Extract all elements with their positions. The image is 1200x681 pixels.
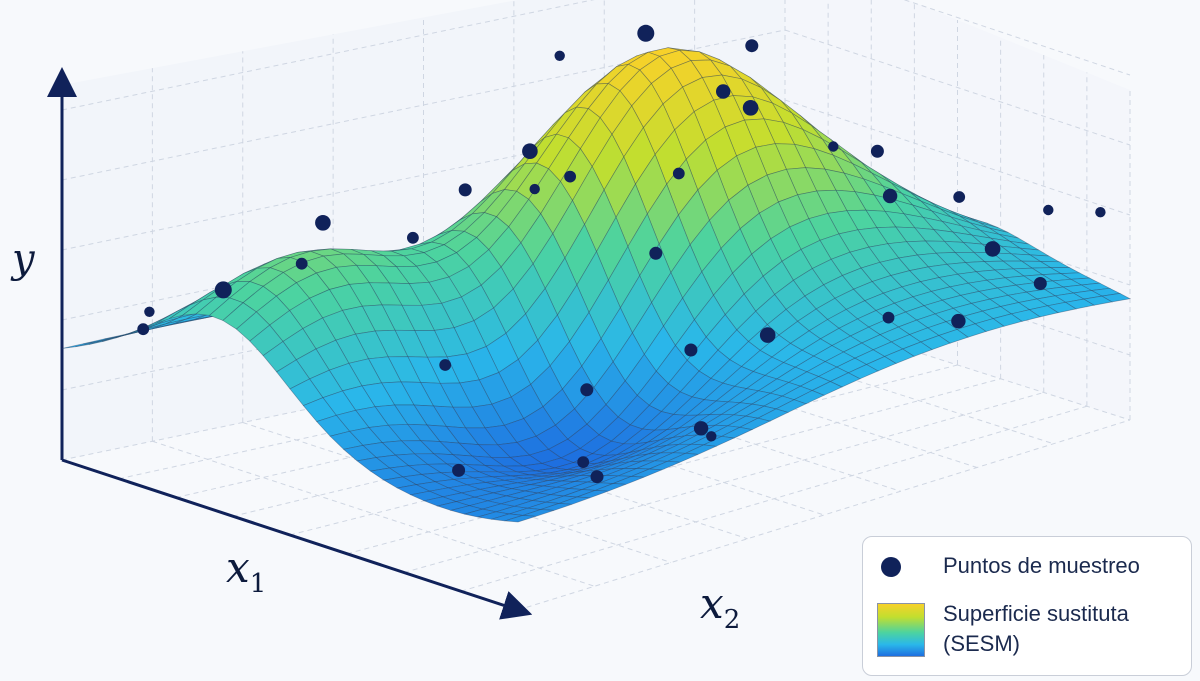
sample-point bbox=[407, 231, 419, 244]
y-axis-label: y bbox=[10, 236, 36, 282]
wall-grid-line bbox=[784, 99, 1131, 216]
floor-grid-line bbox=[460, 405, 1088, 592]
sample-point bbox=[953, 191, 966, 203]
surface-patch bbox=[847, 364, 879, 380]
x1-axis-line bbox=[61, 458, 533, 620]
sample-points-layer bbox=[137, 24, 1106, 484]
surface-patch bbox=[811, 381, 843, 396]
sample-point bbox=[637, 24, 655, 42]
floor-grid-line bbox=[517, 419, 1131, 611]
surface-patch bbox=[1010, 309, 1041, 322]
surface-patch bbox=[793, 390, 825, 405]
sample-point bbox=[1095, 207, 1106, 218]
legend-label-surface-line2: (SESM) bbox=[943, 631, 1020, 656]
floor-grid-line bbox=[346, 378, 1001, 555]
legend-marker-icon bbox=[881, 557, 901, 577]
sample-point bbox=[295, 257, 308, 270]
x2-axis-label: x2 bbox=[700, 579, 740, 635]
sample-point bbox=[522, 143, 538, 159]
sample-point bbox=[716, 84, 731, 99]
floor-grid-line bbox=[403, 392, 1044, 573]
wall-grid-line bbox=[784, 29, 1131, 146]
wall-grid-line bbox=[61, 0, 595, 111]
legend-label-sample-points: Puntos de muestreo bbox=[943, 553, 1140, 578]
sample-point bbox=[882, 311, 895, 324]
legend-label-surface: Superficie sustituta (SESM) bbox=[943, 599, 1129, 659]
sample-point bbox=[529, 183, 540, 195]
sample-point bbox=[882, 188, 898, 204]
sample-point bbox=[706, 431, 717, 442]
surface-patch bbox=[702, 435, 736, 447]
surface-patch bbox=[883, 348, 915, 364]
surface-patch bbox=[865, 356, 897, 372]
surface-patch bbox=[720, 426, 754, 439]
sample-point bbox=[745, 39, 759, 53]
sample-point bbox=[693, 421, 709, 436]
surface-patch bbox=[667, 452, 699, 463]
legend-label-surface-line1: Superficie sustituta bbox=[943, 601, 1129, 626]
sample-point bbox=[315, 215, 331, 231]
surface-patch bbox=[1064, 298, 1095, 310]
sample-point bbox=[951, 313, 966, 329]
sample-point bbox=[137, 323, 150, 336]
sample-point bbox=[984, 241, 1001, 257]
surface-patch bbox=[992, 313, 1023, 327]
sample-point bbox=[828, 141, 839, 152]
sample-point bbox=[564, 170, 576, 183]
sample-point bbox=[759, 327, 776, 343]
sample-point bbox=[554, 50, 565, 61]
floor-grid-line bbox=[152, 440, 595, 587]
sample-point bbox=[649, 246, 663, 260]
surface-patch bbox=[829, 372, 861, 388]
surface-patch bbox=[1046, 301, 1077, 314]
legend-surface-swatch bbox=[877, 603, 925, 657]
surface-patch bbox=[576, 490, 609, 499]
surface-patch bbox=[756, 408, 789, 422]
sample-point bbox=[1033, 277, 1047, 290]
sample-point bbox=[214, 281, 232, 299]
sample-point bbox=[144, 306, 155, 317]
sample-point bbox=[870, 144, 884, 158]
sample-point bbox=[1043, 204, 1054, 216]
legend: Puntos de muestreo Superficie sustituta … bbox=[862, 536, 1192, 676]
x1-axis-label: x1 bbox=[226, 543, 266, 599]
wall-grid-line bbox=[903, 0, 1131, 76]
sample-point bbox=[439, 359, 452, 371]
sample-point bbox=[577, 456, 590, 468]
floor-grid-line bbox=[784, 309, 1131, 421]
surface-layer bbox=[61, 47, 1132, 523]
axes-layer bbox=[47, 67, 533, 620]
sample-point bbox=[742, 100, 759, 116]
sample-point bbox=[684, 343, 698, 357]
sample-point bbox=[458, 183, 472, 197]
sample-point bbox=[452, 463, 466, 477]
sample-point bbox=[590, 470, 604, 484]
surface-patch bbox=[504, 515, 537, 523]
sample-point bbox=[672, 167, 685, 180]
sample-point bbox=[580, 383, 594, 397]
